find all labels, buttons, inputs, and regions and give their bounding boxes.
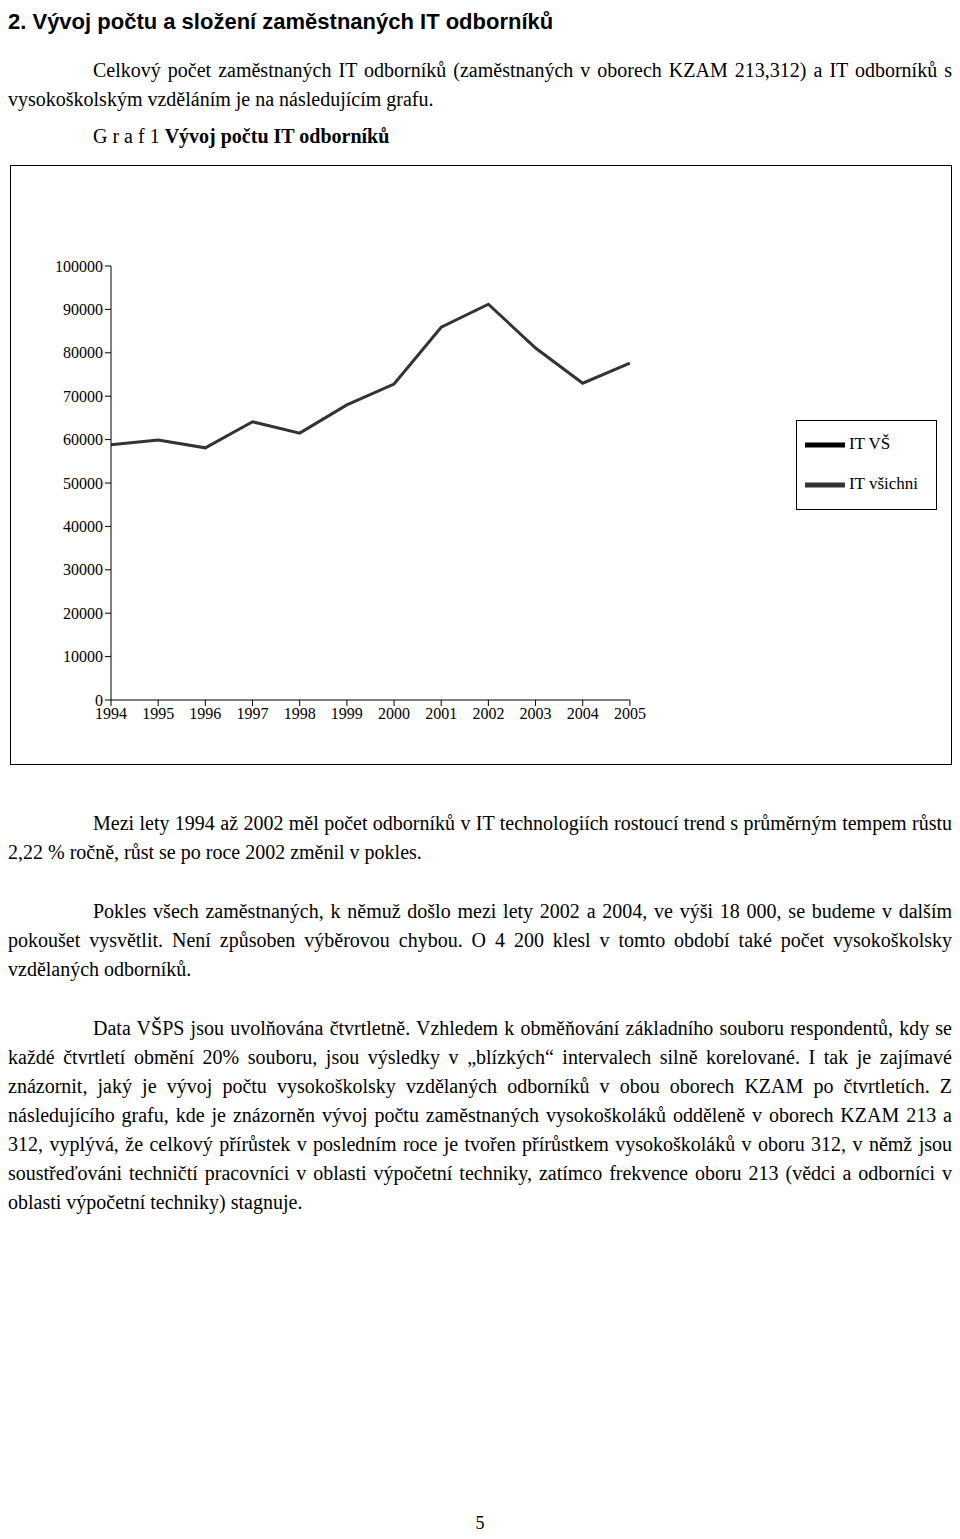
- svg-text:1994: 1994: [95, 705, 127, 723]
- svg-text:40000: 40000: [63, 518, 103, 535]
- svg-text:90000: 90000: [63, 301, 103, 318]
- svg-text:70000: 70000: [63, 388, 103, 405]
- html-text:Mezi lety 1994 až 2002 měl poč: Mezi lety 1994 až 2002 měl počet odborní…: [8, 812, 952, 863]
- svg-text:20000: 20000: [63, 605, 103, 622]
- html-text:Pokles všech zaměstnaných, k n: Pokles všech zaměstnaných, k němuž došlo…: [8, 900, 952, 980]
- svg-text:2004: 2004: [567, 705, 599, 722]
- svg-text:0: 0: [95, 692, 103, 709]
- svg-text:1995: 1995: [142, 705, 174, 722]
- svg-text:1999: 1999: [331, 705, 363, 722]
- html-text:IT všichni: IT všichni: [848, 473, 918, 493]
- svg-text:100000: 100000: [55, 258, 103, 275]
- html-text:2. Vývoj počtu a složení zaměs: 2. Vývoj počtu a složení zaměstnaných IT…: [8, 9, 554, 34]
- svg-text:50000: 50000: [63, 475, 103, 492]
- svg-text:1997: 1997: [237, 705, 269, 722]
- html-text:Celkový počet zaměstnaných IT: Celkový počet zaměstnaných IT odborníků …: [8, 59, 952, 110]
- html-text:G r a f 1 Vývoj počtu IT odbor: G r a f 1 Vývoj počtu IT odborníků: [93, 125, 390, 147]
- svg-text:2003: 2003: [520, 705, 552, 722]
- svg-text:30000: 30000: [63, 561, 103, 578]
- svg-text:2005: 2005: [614, 705, 646, 722]
- svg-text:10000: 10000: [63, 648, 103, 665]
- html-text:5: 5: [475, 1513, 485, 1533]
- svg-text:1996: 1996: [189, 705, 221, 722]
- svg-text:2000: 2000: [378, 705, 410, 722]
- svg-text:2001: 2001: [425, 705, 457, 722]
- svg-text:80000: 80000: [63, 344, 103, 361]
- svg-text:2002: 2002: [472, 705, 504, 722]
- html-text:Data VŠPS jsou uvolňována čtvr: Data VŠPS jsou uvolňována čtvrtletně. Vz…: [8, 1017, 952, 1213]
- svg-text:60000: 60000: [63, 431, 103, 448]
- html-text:IT VŠ: IT VŠ: [848, 433, 891, 453]
- svg-text:1998: 1998: [284, 705, 316, 722]
